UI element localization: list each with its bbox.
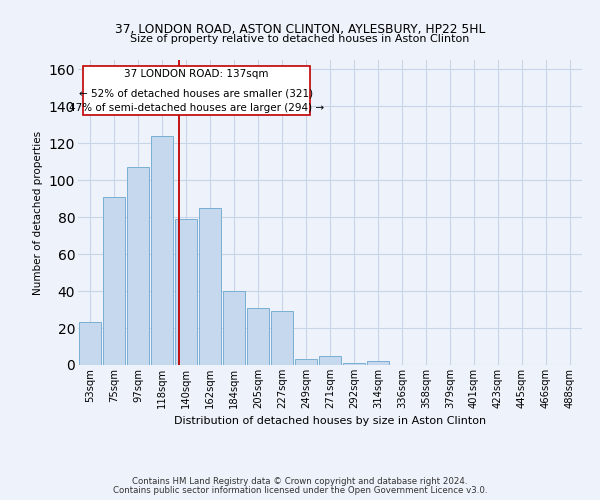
Text: Contains public sector information licensed under the Open Government Licence v3: Contains public sector information licen…: [113, 486, 487, 495]
Bar: [319, 356, 341, 365]
Bar: [151, 136, 173, 365]
Text: Size of property relative to detached houses in Aston Clinton: Size of property relative to detached ho…: [130, 34, 470, 43]
Bar: [247, 308, 269, 365]
Bar: [343, 363, 365, 365]
Text: ← 52% of detached houses are smaller (321): ← 52% of detached houses are smaller (32…: [79, 88, 314, 98]
Y-axis label: Number of detached properties: Number of detached properties: [33, 130, 43, 294]
X-axis label: Distribution of detached houses by size in Aston Clinton: Distribution of detached houses by size …: [174, 416, 486, 426]
Bar: [271, 312, 293, 365]
Bar: [199, 208, 221, 365]
Bar: [223, 291, 245, 365]
Bar: [79, 322, 101, 365]
Bar: [127, 167, 149, 365]
Bar: [367, 362, 389, 365]
Text: 37 LONDON ROAD: 137sqm: 37 LONDON ROAD: 137sqm: [124, 68, 269, 78]
Text: 37, LONDON ROAD, ASTON CLINTON, AYLESBURY, HP22 5HL: 37, LONDON ROAD, ASTON CLINTON, AYLESBUR…: [115, 22, 485, 36]
Bar: [295, 360, 317, 365]
Bar: [103, 197, 125, 365]
Text: Contains HM Land Registry data © Crown copyright and database right 2024.: Contains HM Land Registry data © Crown c…: [132, 477, 468, 486]
Bar: [175, 219, 197, 365]
Text: 47% of semi-detached houses are larger (294) →: 47% of semi-detached houses are larger (…: [69, 102, 324, 113]
